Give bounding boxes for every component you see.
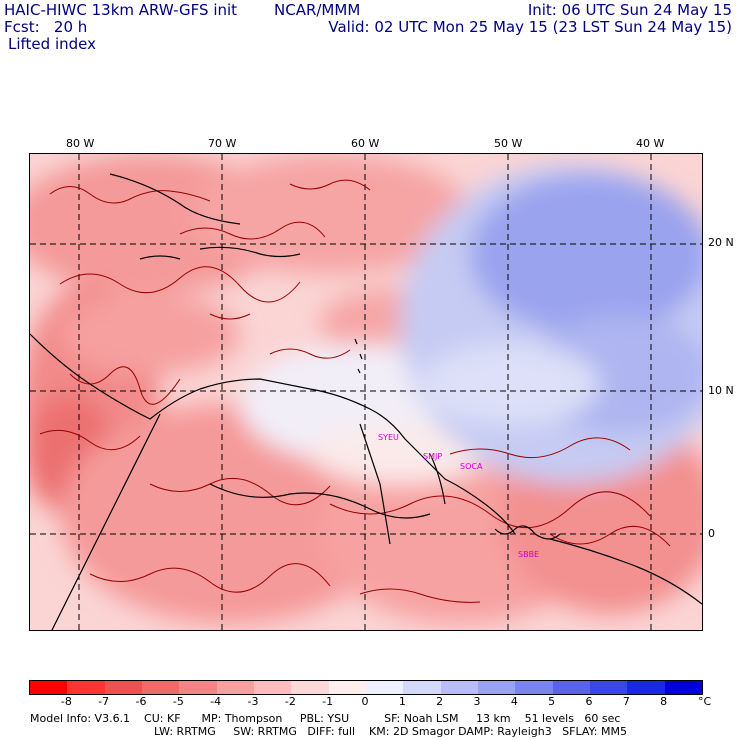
legend-cell bbox=[589, 681, 628, 694]
legend-cell bbox=[440, 681, 478, 694]
coastlines bbox=[30, 173, 702, 630]
legend-cell bbox=[30, 681, 68, 694]
station-syeu[interactable]: SYEU bbox=[378, 433, 399, 442]
legend-labels: -8 -7 -6 -5 -4 -3 -2 -1 0 1 2 3 4 5 6 7 8 bbox=[29, 695, 719, 709]
lon-label-60w: 60 W bbox=[351, 137, 380, 150]
legend-cell bbox=[253, 681, 292, 694]
init-time: Init: 06 UTC Sun 24 May 15 bbox=[527, 1, 732, 19]
legend-tick-label: 6 bbox=[585, 695, 593, 708]
legend-cell bbox=[216, 681, 254, 694]
legend-tick-label: 5 bbox=[548, 695, 556, 708]
station-soca[interactable]: SOCA bbox=[460, 462, 483, 471]
legend-tick-label: -2 bbox=[284, 695, 296, 708]
legend-tick-label: 2 bbox=[436, 695, 444, 708]
map-canvas: SYEU SMJP SOCA SBBE bbox=[30, 154, 702, 630]
lon-label-50w: 50 W bbox=[494, 137, 523, 150]
legend-tick-label: -8 bbox=[60, 695, 72, 708]
legend-tick-label: 0 bbox=[361, 695, 369, 708]
lat-label-10n: 10 N bbox=[708, 384, 734, 397]
station-sbbe[interactable]: SBBE bbox=[518, 550, 539, 559]
station-smjp[interactable]: SMJP bbox=[423, 452, 442, 461]
legend-cell bbox=[515, 681, 553, 694]
legend-tick-label: 8 bbox=[660, 695, 668, 708]
legend-cell bbox=[403, 681, 441, 694]
station-labels: SYEU SMJP SOCA SBBE bbox=[378, 433, 539, 559]
legend-cell bbox=[291, 681, 329, 694]
legend-cell bbox=[141, 681, 180, 694]
color-legend bbox=[29, 680, 703, 695]
legend-cell bbox=[67, 681, 105, 694]
legend-tick-label: -5 bbox=[172, 695, 184, 708]
legend-cell bbox=[664, 681, 702, 694]
legend-tick-label: -4 bbox=[210, 695, 222, 708]
map-panel[interactable]: SYEU SMJP SOCA SBBE bbox=[29, 153, 703, 631]
legend-cell bbox=[179, 681, 217, 694]
grid-lines bbox=[30, 154, 702, 630]
legend-tick-label: -1 bbox=[322, 695, 334, 708]
model-title: HAIC-HIWC 13km ARW-GFS init bbox=[4, 1, 238, 19]
lat-label-0: 0 bbox=[708, 527, 715, 540]
lat-label-20n: 20 N bbox=[708, 236, 734, 249]
legend-cell bbox=[627, 681, 665, 694]
valid-time: Valid: 02 UTC Mon 25 May 15 (23 LST Sun … bbox=[328, 18, 732, 36]
legend-tick-label: -3 bbox=[247, 695, 259, 708]
legend-tick-label: 1 bbox=[398, 695, 406, 708]
field-name: Lifted index bbox=[8, 35, 96, 53]
legend-tick-label: -6 bbox=[135, 695, 147, 708]
model-info-line2: LW: RRTMG SW: RRTMG DIFF: full KM: 2D Sm… bbox=[154, 725, 627, 738]
legend-tick-label: 7 bbox=[622, 695, 630, 708]
lon-label-40w: 40 W bbox=[636, 137, 665, 150]
legend-unit: °C bbox=[698, 695, 712, 708]
lon-label-80w: 80 W bbox=[66, 137, 95, 150]
legend-cell bbox=[365, 681, 404, 694]
lon-label-70w: 70 W bbox=[208, 137, 237, 150]
legend-tick-label: -7 bbox=[98, 695, 110, 708]
legend-cell bbox=[552, 681, 590, 694]
legend-tick-label: 4 bbox=[510, 695, 518, 708]
legend-cell bbox=[477, 681, 516, 694]
legend-tick-label: 3 bbox=[473, 695, 481, 708]
forecast-hour: Fcst: 20 h bbox=[4, 18, 88, 36]
legend-cell bbox=[104, 681, 142, 694]
contour-lines bbox=[39, 179, 671, 603]
org-label: NCAR/MMM bbox=[274, 1, 361, 19]
legend-cell bbox=[328, 681, 366, 694]
model-info-line1: Model Info: V3.6.1 CU: KF MP: Thompson P… bbox=[30, 712, 621, 725]
